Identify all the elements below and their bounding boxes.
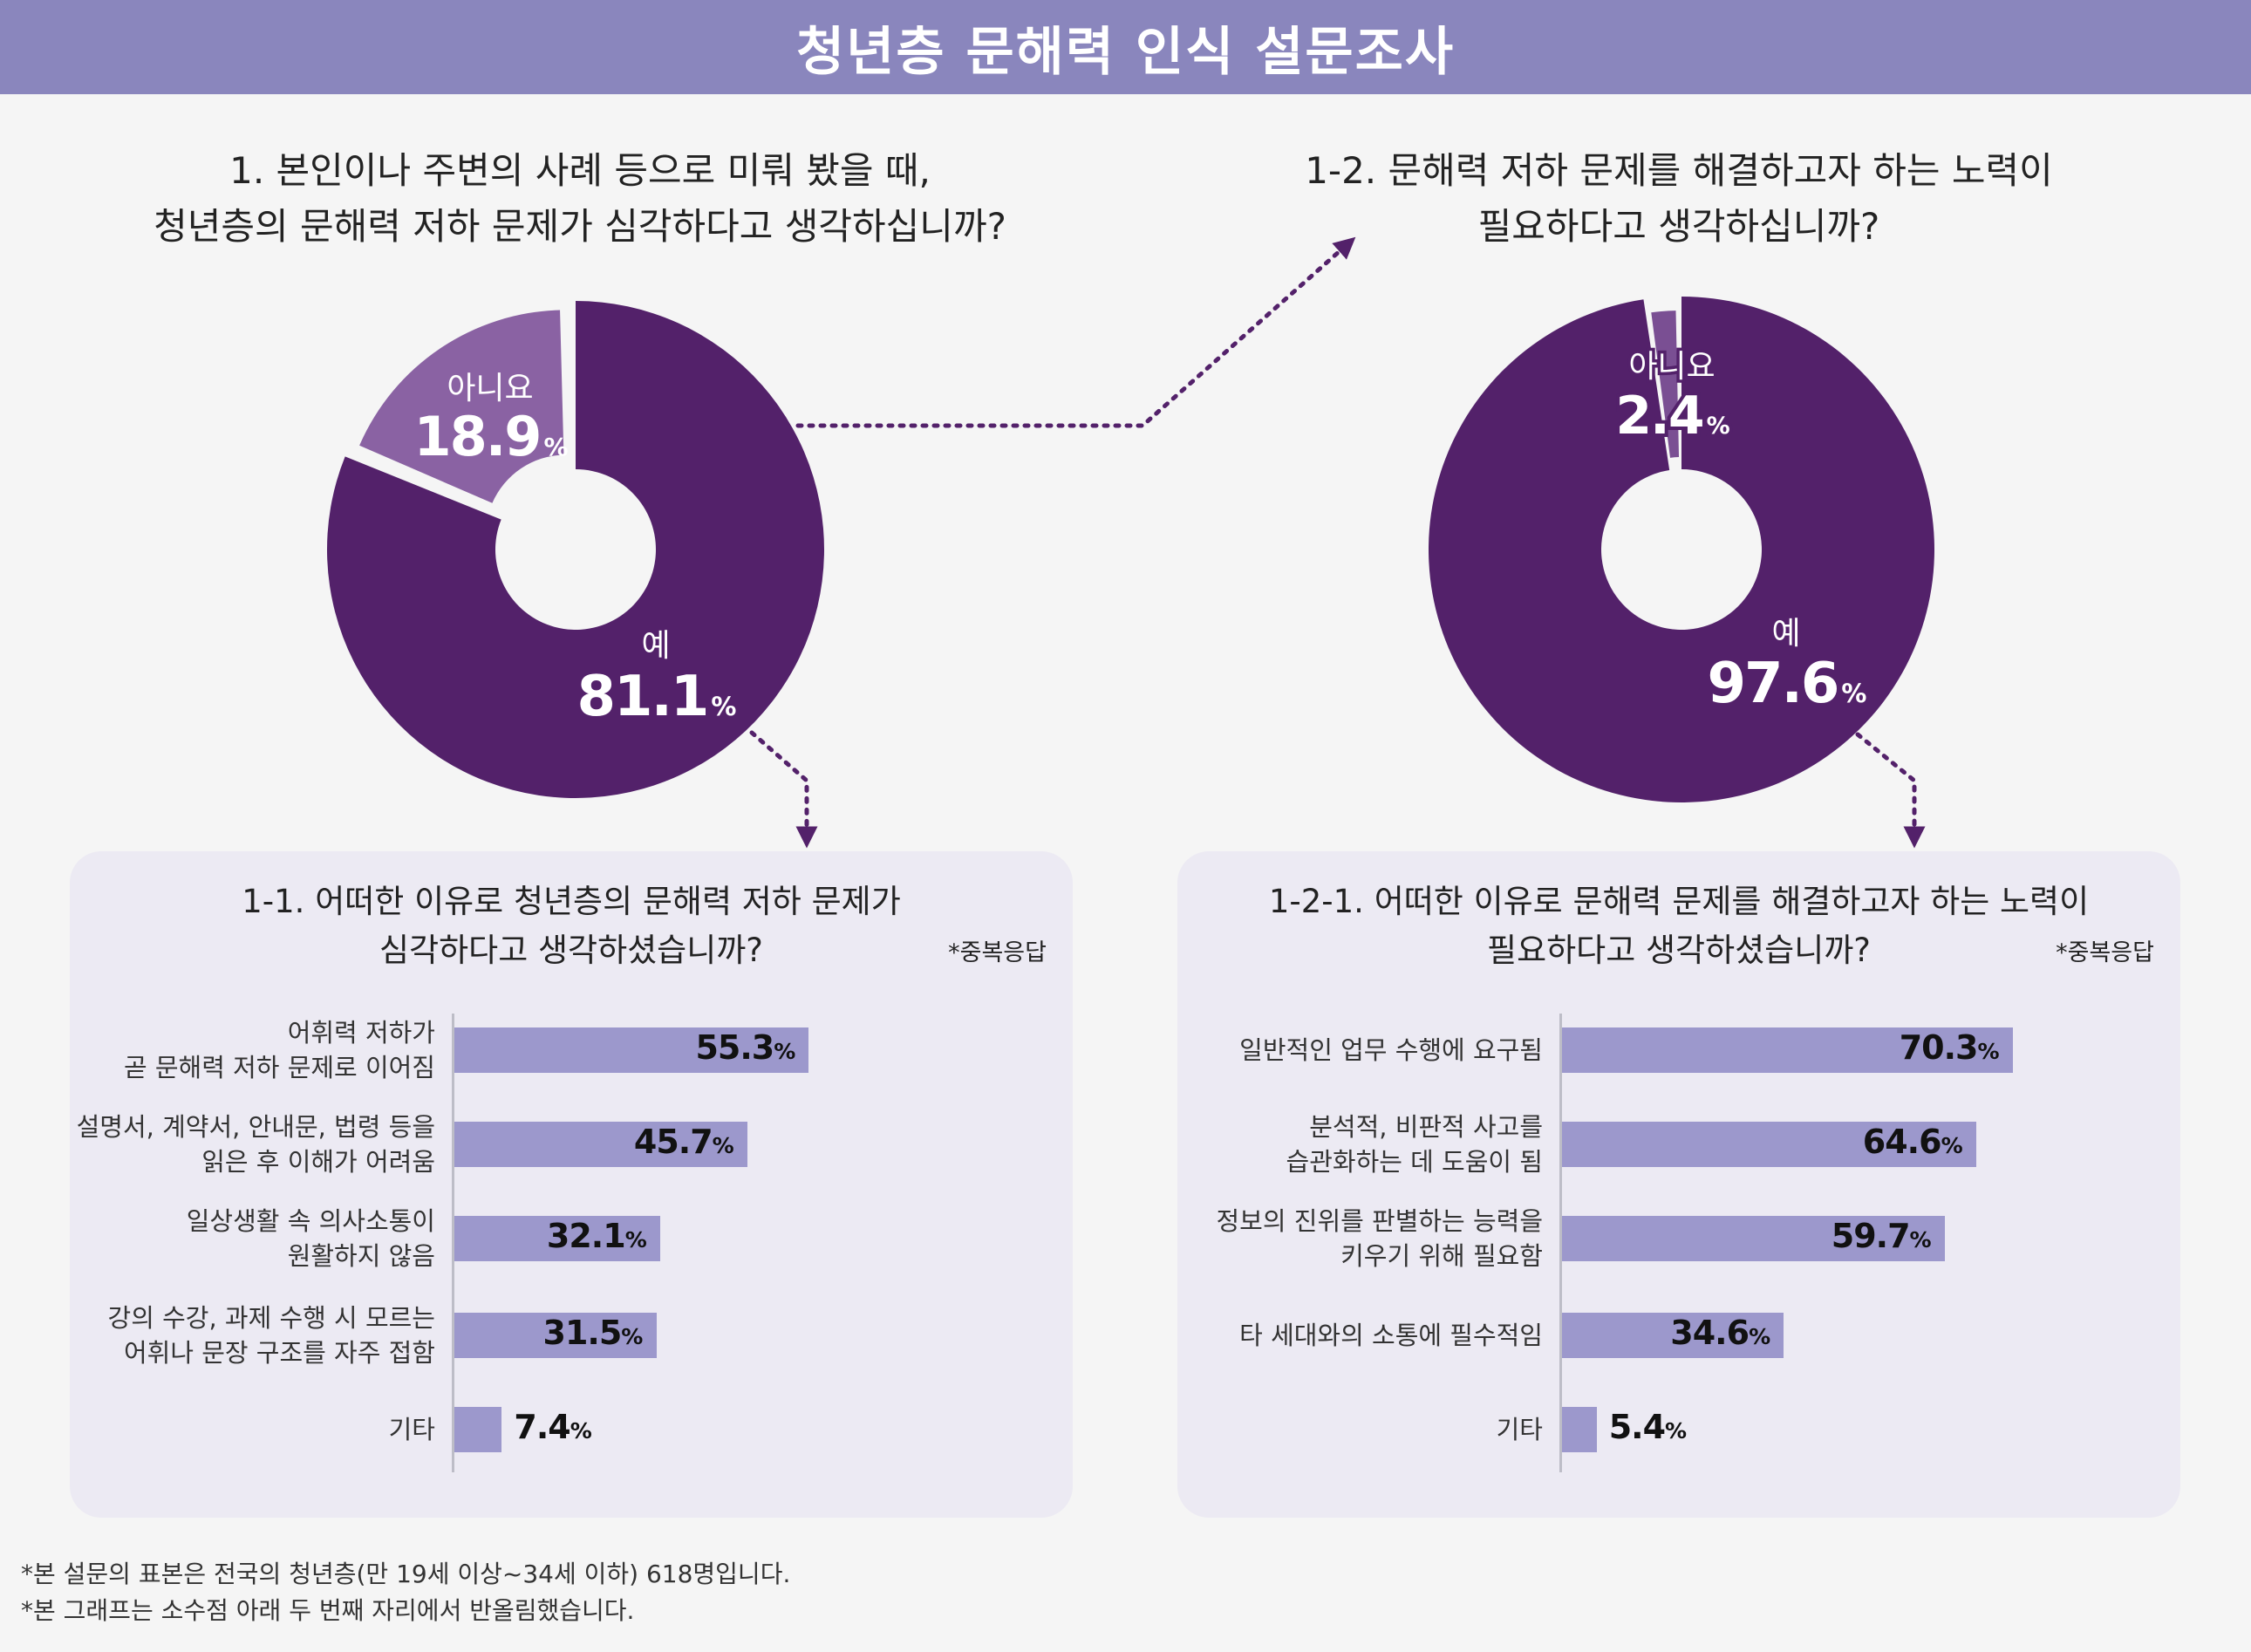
donut-1-yes-value-number: 81.1: [577, 665, 708, 729]
donut-2-yes-label: 예: [1771, 616, 1800, 652]
donut-2-yes-value-unit: %: [1841, 679, 1866, 708]
connector-arrow-to-panel-1-2-1: [1858, 734, 1914, 837]
connector-arrow-to-q2: [798, 244, 1347, 426]
footnote-rounding: *본 그래프는 소수점 아래 두 번째 자리에서 반올림했습니다.: [21, 1593, 790, 1629]
donut-1-no-value-number: 18.9: [413, 405, 540, 468]
donut-1-no-value-unit: %: [543, 433, 568, 461]
donut-2-no-value-number: 2.4: [1615, 386, 1702, 447]
connector-arrow-to-panel-1-1: [752, 733, 807, 837]
donut-1-slice-yes: [327, 301, 824, 798]
donut-chart-1: 아니요18.9% 예81.1%: [327, 301, 824, 798]
footnotes: *본 설문의 표본은 전국의 청년층(만 19세 이상~34세 이하) 618명…: [21, 1556, 790, 1629]
donut-1-yes-label: 예: [641, 628, 670, 664]
donut-1-yes-value-unit: %: [711, 692, 736, 721]
footnote-sample: *본 설문의 표본은 전국의 청년층(만 19세 이상~34세 이하) 618명…: [21, 1556, 790, 1593]
donut-2-no-value-unit: %: [1707, 413, 1730, 440]
donut-1-no-label: 아니요: [447, 371, 533, 406]
donut-2-no-label: 아니요: [1628, 349, 1715, 385]
donut-2-yes-value-number: 97.6: [1708, 652, 1838, 716]
donut-chart-1-2: 아니요2.4% 예97.6%: [1429, 297, 1934, 802]
